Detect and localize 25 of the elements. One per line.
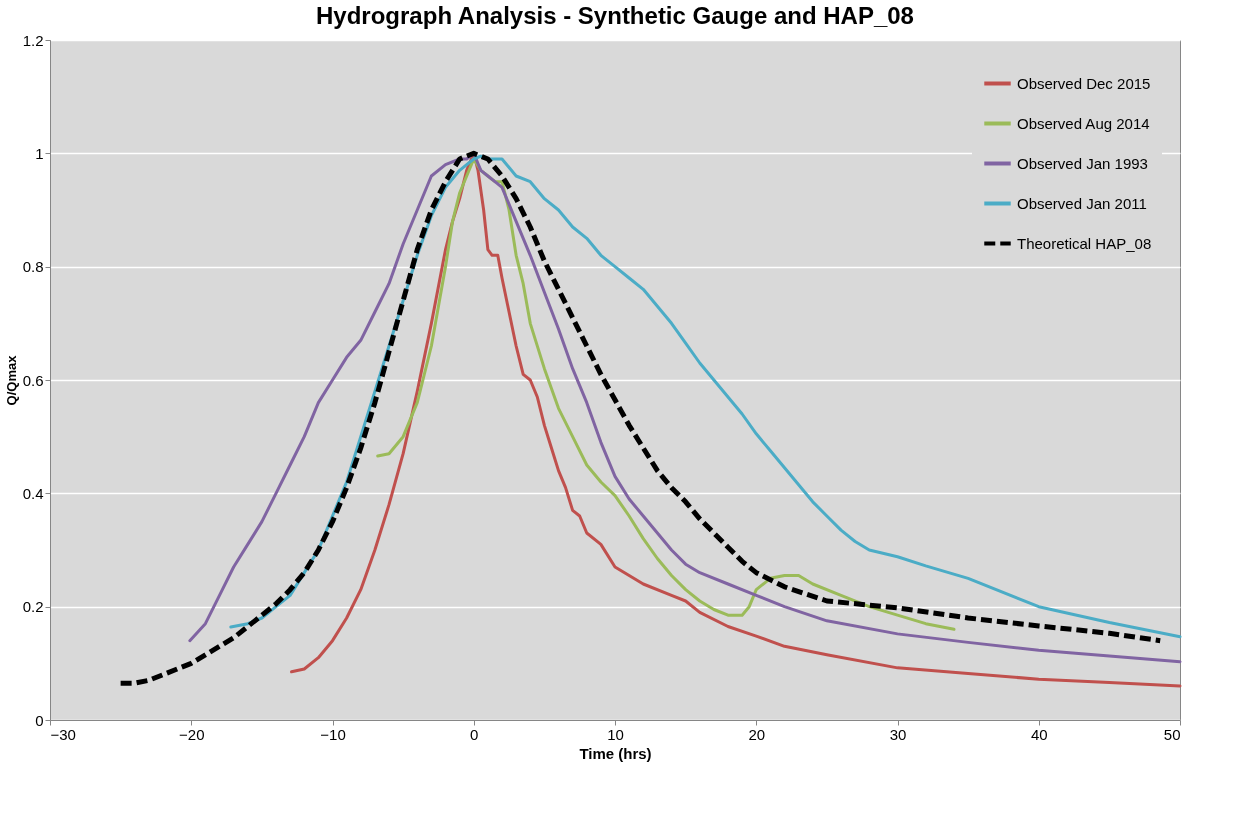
x-tick-label: 30 — [889, 725, 907, 743]
y-tick-label: 0.2 — [22, 598, 44, 616]
x-tick-label: −10 — [320, 725, 346, 743]
legend-label: Observed Dec 2015 — [1017, 74, 1151, 92]
x-axis-title: Time (hrs) — [579, 744, 652, 762]
x-tick-label: −20 — [179, 725, 205, 743]
line-series — [376, 157, 956, 631]
legend-label: Theoretical HAP_08 — [1017, 234, 1152, 252]
chart-title: Hydrograph Analysis - Synthetic Gauge and HAP_08 — [316, 2, 914, 29]
x-tick-label: 0 — [470, 725, 479, 743]
y-tick-label: 1.2 — [22, 31, 44, 49]
legend-label: Observed Jan 1993 — [1017, 154, 1148, 172]
y-axis-title: Q/Qmax — [3, 354, 19, 406]
y-tick-label: 0.6 — [22, 371, 44, 389]
x-tick-label: 50 — [1163, 725, 1181, 743]
x-tick-label: 20 — [748, 725, 766, 743]
legend-label: Observed Aug 2014 — [1017, 114, 1150, 132]
x-tick-label: 40 — [1030, 725, 1048, 743]
x-tick-label: −30 — [50, 725, 76, 743]
y-tick-label: 1 — [35, 144, 44, 162]
legend-label: Observed Jan 2011 — [1017, 194, 1147, 212]
y-tick-label: 0 — [35, 711, 44, 729]
y-tick-label: 0.8 — [22, 258, 44, 276]
x-tick-label: 10 — [607, 725, 624, 743]
y-tick-label: 0.4 — [22, 484, 44, 502]
